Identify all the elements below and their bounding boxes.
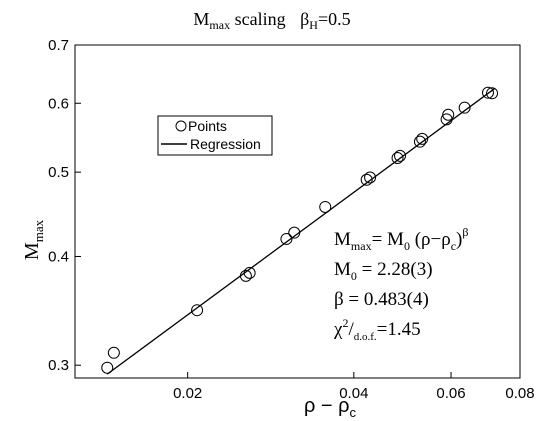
title-beta-sub: H (309, 18, 318, 32)
fit-m0-m: M (334, 259, 351, 280)
legend-regression-label: Regression (190, 136, 261, 152)
y-tick-label: 0.4 (48, 248, 69, 265)
data-point (364, 171, 377, 184)
x-tick-label: 0.04 (339, 385, 368, 402)
x-tick-label: 0.08 (505, 385, 534, 402)
data-point (101, 361, 114, 374)
data-point (413, 135, 426, 148)
fit-beta: β = 0.483(4) (334, 289, 429, 310)
y-tick-label: 0.3 (48, 357, 69, 374)
data-point (416, 132, 429, 145)
data-point (319, 200, 332, 213)
x-tick-label: 0.02 (173, 385, 202, 402)
data-point (191, 304, 204, 317)
legend-points-marker (175, 120, 187, 132)
axis-ticks: 0.02 0.04 0.06 0.08 0.3 0.4 0.5 0.6 0.7 (48, 37, 534, 402)
x-axis-title: ρ − ρc (304, 395, 357, 420)
data-point (394, 149, 407, 162)
xlabel-sub: c (350, 405, 357, 420)
fit-sup: β (462, 225, 468, 239)
data-point (239, 269, 252, 282)
legend: Points Regression (157, 115, 273, 156)
data-point (243, 266, 256, 279)
fit-chi-value: =1.45 (377, 319, 421, 340)
points-layer (101, 86, 499, 374)
regression-layer (106, 87, 496, 375)
fit-zero: 0 (404, 239, 410, 253)
fit-m: M (334, 229, 351, 250)
ylabel-m: M (21, 242, 43, 260)
fit-chi-sup: 2 (342, 316, 348, 330)
regression-line (106, 87, 496, 375)
fit-formula: Mmax= M0 (ρ−ρc)β (334, 225, 468, 253)
title-mid: scaling (230, 9, 290, 29)
title-m: M (193, 9, 209, 29)
data-point (107, 346, 120, 359)
fit-close: ) (456, 229, 462, 250)
data-point (486, 87, 499, 100)
fit-m0-value: = 2.28(3) (357, 259, 433, 280)
fit-chi2: χ2/d.o.f.=1.45 (333, 316, 421, 343)
title-m-sub: max (209, 18, 230, 32)
fit-eq: = M (372, 229, 404, 250)
chart-title: Mmax scaling βH=0.5 (193, 9, 350, 32)
fit-dof: d.o.f. (354, 331, 377, 343)
y-axis-title: Mmax (21, 219, 46, 260)
data-point (458, 101, 471, 114)
data-point (288, 226, 301, 239)
plot-frame (74, 44, 521, 379)
legend-points-label: Points (188, 118, 227, 134)
ylabel-m-sub: max (31, 219, 46, 242)
y-tick-label: 0.6 (48, 95, 69, 112)
x-tick-label: 0.06 (436, 385, 465, 402)
fit-annotation: Mmax= M0 (ρ−ρc)β M0 = 2.28(3) β = 0.483(… (333, 225, 468, 343)
title-value: =0.5 (318, 9, 351, 29)
fit-chi-slash: / (348, 319, 354, 340)
data-point (391, 152, 404, 165)
title-beta: β (300, 9, 309, 29)
data-point (360, 173, 373, 186)
fit-m0: M0 = 2.28(3) (334, 259, 433, 283)
fit-m-sub: max (351, 239, 372, 253)
y-tick-label: 0.5 (48, 164, 69, 181)
xlabel-main: ρ − ρ (304, 395, 350, 417)
data-point (481, 86, 494, 99)
fit-rest: (ρ−ρ (410, 229, 451, 250)
fit-c: c (451, 239, 456, 253)
fit-m0-sub: 0 (351, 269, 357, 283)
y-tick-label: 0.7 (48, 37, 69, 54)
data-point (442, 108, 455, 121)
fit-chi: χ (333, 319, 343, 340)
data-point (280, 232, 293, 245)
